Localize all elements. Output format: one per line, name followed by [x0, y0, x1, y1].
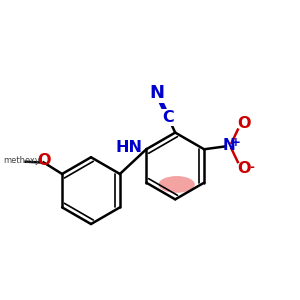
Text: C: C	[162, 110, 174, 125]
Text: +: +	[230, 136, 240, 149]
Text: O: O	[237, 116, 251, 131]
Text: -: -	[250, 161, 254, 174]
Text: O: O	[237, 161, 251, 176]
Text: O: O	[37, 154, 50, 169]
Ellipse shape	[158, 176, 195, 193]
Text: N: N	[150, 84, 165, 102]
Text: HN: HN	[115, 140, 142, 155]
Text: N: N	[222, 138, 235, 153]
Text: methoxy: methoxy	[3, 156, 40, 165]
